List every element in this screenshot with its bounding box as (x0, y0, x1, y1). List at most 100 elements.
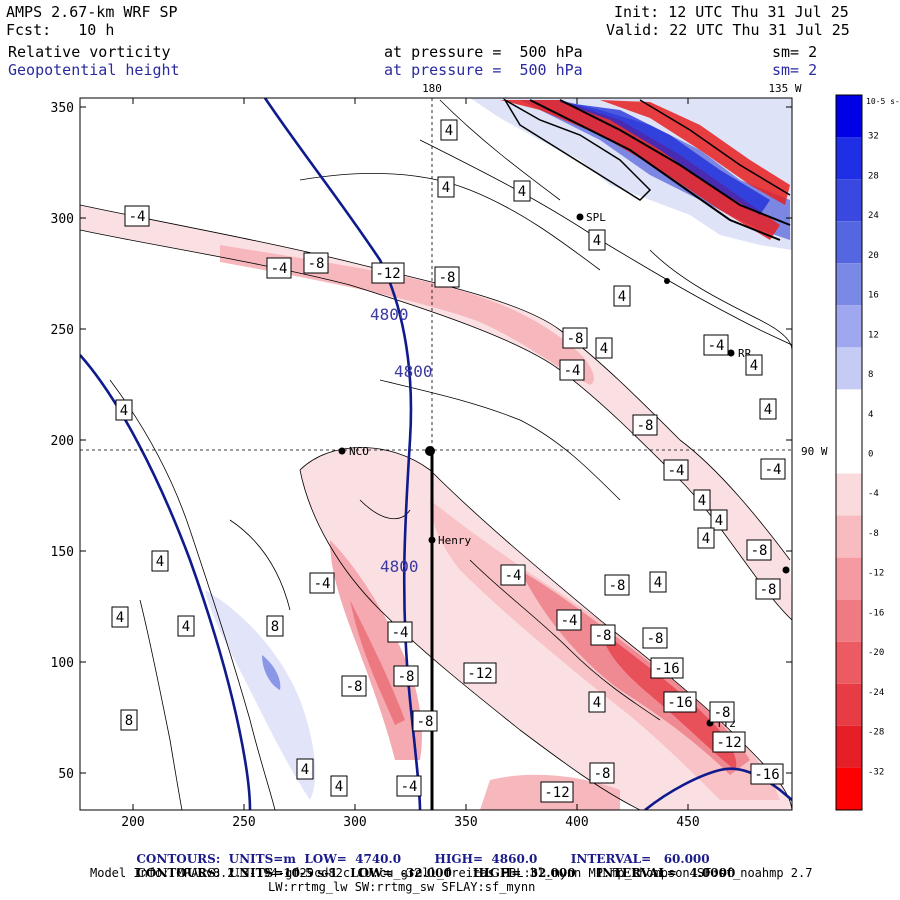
colorbar-label: 12 (868, 330, 879, 340)
valid-time: Valid: 22 UTC Thu 31 Jul 25 (606, 21, 850, 39)
colorbar-swatch (836, 179, 862, 222)
lon-label-180: 180 (422, 82, 442, 95)
vorticity-box-text: -8 (346, 679, 363, 695)
station-edge-marker (782, 566, 790, 574)
vorticity-box-label: 4 (151, 550, 169, 572)
vorticity-box-label: -8 (709, 701, 735, 723)
vorticity-box-text: -4 (561, 613, 578, 629)
vorticity-box-label: -4 (703, 334, 729, 356)
forecast-hour: Fcst: 10 h (6, 21, 115, 39)
vorticity-box-label: -16 (663, 691, 697, 713)
vorticity-box-text: 8 (271, 619, 279, 635)
colorbar-swatch (836, 263, 862, 306)
x-tick-label: 250 (232, 815, 255, 830)
smoothing-vorticity: sm= 2 (772, 43, 818, 61)
vorticity-box-text: 4 (156, 554, 164, 570)
vorticity-box-label: 8 (120, 709, 138, 731)
colorbar-swatch (836, 725, 862, 768)
vorticity-box-text: 4 (715, 513, 723, 529)
colorbar-label: 28 (868, 171, 879, 181)
vorticity-box-text: 8 (125, 713, 133, 729)
vorticity-box-text: -8 (760, 582, 777, 598)
height-label: 4800 (394, 362, 433, 381)
vorticity-box-text: -4 (668, 463, 685, 479)
colorbar-label: 20 (868, 251, 879, 261)
vorticity-box-label: 4 (745, 354, 763, 376)
x-axis: 200 250 300 350 400 450 (121, 98, 700, 830)
vorticity-box-text: -12 (716, 735, 741, 751)
station-nco-marker (338, 447, 346, 455)
vorticity-box-label: -8 (746, 539, 772, 561)
colorbar-label: -16 (868, 608, 884, 618)
vorticity-box-text: -4 (271, 261, 288, 277)
y-tick-label: 200 (51, 434, 74, 449)
colorbar-swatch (836, 515, 862, 558)
vorticity-box-text: -4 (392, 625, 409, 641)
vorticity-box-label: 4 (513, 180, 531, 202)
vorticity-box-label: 4 (177, 615, 195, 637)
vorticity-box-text: -16 (754, 767, 779, 783)
vorticity-box-text: -8 (647, 631, 664, 647)
vorticity-box-text: 4 (600, 341, 608, 357)
vorticity-contours (80, 99, 792, 810)
vorticity-box-label: -16 (650, 657, 684, 679)
vorticity-box-label: -8 (755, 578, 781, 600)
vorticity-box-text: -8 (308, 256, 325, 272)
colorbar-swatch (836, 557, 862, 600)
vorticity-box-text: -12 (544, 785, 569, 801)
vorticity-box-label: 4 (588, 229, 606, 251)
colorbar-label: 4 (868, 410, 873, 420)
vorticity-box-text: -8 (751, 543, 768, 559)
vorticity-box-text: -4 (129, 209, 146, 225)
colorbar-label: -20 (868, 648, 884, 658)
station-markers (338, 213, 790, 727)
vorticity-box-text: 4 (182, 619, 190, 635)
vorticity-box-label: -4 (663, 459, 689, 481)
colorbar-label: 0 (868, 450, 873, 460)
vorticity-box-label: -8 (642, 627, 668, 649)
station-henry-marker (428, 536, 436, 544)
colorbar-label: -8 (868, 529, 879, 539)
vorticity-labels: 44 4-4-4 -8-12 -844-84-4-444-84-4 -444-84-4-… (111, 119, 786, 803)
x-tick-label: 300 (343, 815, 366, 830)
vorticity-box-text: -8 (439, 270, 456, 286)
colorbar-swatch (836, 389, 862, 432)
vorticity-box-text: -8 (714, 705, 731, 721)
colorbar-label: 16 (868, 291, 879, 301)
colorbar-unit: 10-5 s-1 (866, 97, 900, 106)
vorticity-box-text: 4 (593, 233, 601, 249)
vorticity-box-text: -4 (401, 779, 418, 795)
vorticity-box-label: 4 (595, 337, 613, 359)
vorticity-box-label: 8 (266, 615, 284, 637)
y-tick-label: 300 (51, 212, 74, 227)
height-interval: INTERVAL= 60.000 (570, 852, 710, 866)
vorticity-box-label: -4 (266, 257, 292, 279)
vorticity-box-label: -4 (396, 775, 422, 797)
vorticity-box-label: -12 (371, 262, 405, 284)
vorticity-box-text: -8 (595, 628, 612, 644)
vorticity-box-text: 4 (335, 779, 343, 795)
vorticity-box-text: -8 (398, 669, 415, 685)
vorticity-box-label: 4 (111, 606, 129, 628)
vorticity-box-label: 4 (693, 489, 711, 511)
vorticity-box-text: 4 (116, 610, 124, 626)
vorticity-box-label: -8 (412, 710, 438, 732)
vorticity-interval: INTERVAL= 4.0000 (596, 866, 736, 880)
y-tick-label: 150 (51, 545, 74, 560)
vorticity-box-label: -8 (341, 675, 367, 697)
vorticity-box-label: -8 (632, 414, 658, 436)
vorticity-box-text: -8 (417, 714, 434, 730)
vorticity-box-label: 4 (697, 527, 715, 549)
vorticity-box-text: -4 (564, 363, 581, 379)
vorticity-box-label: -8 (393, 665, 419, 687)
field-vorticity: Relative vorticity (8, 43, 171, 61)
colorbar-label: -12 (868, 569, 884, 579)
vorticity-box-text: -16 (654, 661, 679, 677)
colorbar-label: 24 (868, 211, 879, 221)
vorticity-box-label: -4 (309, 572, 335, 594)
colorbar-swatch (836, 599, 862, 642)
lon-label-135w: 135 W (768, 82, 801, 95)
vorticity-box-text: 4 (654, 575, 662, 591)
height-high: HIGH= 4860.0 (434, 852, 538, 866)
vorticity-box-label: 4 (759, 398, 777, 420)
